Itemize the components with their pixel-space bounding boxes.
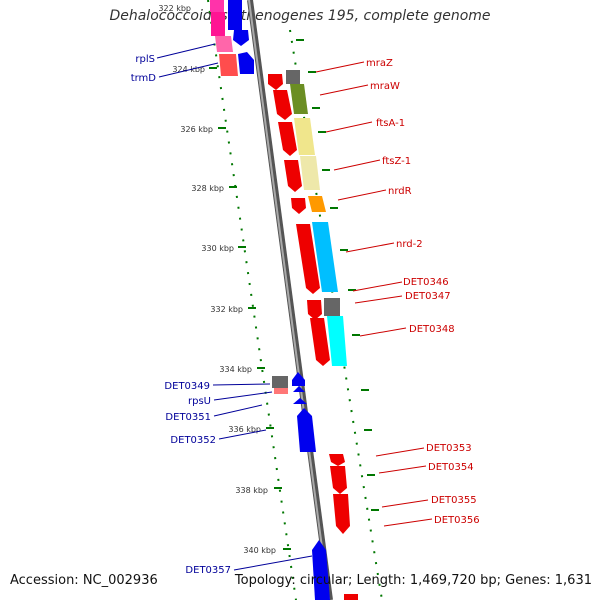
gene-arrow (296, 224, 320, 294)
genome-title: Dehalococcoides ethenogenes 195, complet… (109, 8, 491, 24)
gene-label-right: ftsA-1 (376, 118, 405, 129)
gene-label-right: DET0356 (434, 515, 480, 526)
gene-arrow (333, 494, 350, 534)
accession-text: Accession: NC_002936 (10, 573, 158, 588)
gene-arrow (293, 386, 305, 392)
scale-ticks: 322 kbp 324 kbp 326 kbp 328 kbp 330 kbp … (158, 4, 291, 555)
gene-label-right: DET0355 (431, 495, 477, 506)
gene-label-left: trmD (131, 73, 157, 84)
gene-label-left: DET0351 (165, 412, 211, 423)
gene-label-right: mraW (370, 81, 400, 92)
kbp-label: 328 kbp (191, 184, 224, 193)
kbp-label: 322 kbp (158, 4, 191, 13)
gene-arrow (312, 540, 330, 600)
gene-label-left: DET0357 (185, 565, 231, 576)
gene-arrow (310, 318, 330, 366)
gene-label-left: rpsU (188, 396, 211, 407)
right-labels: mraZ mraW ftsA-1 ftsZ-1 nrdR nrd-2 DET03… (366, 58, 480, 526)
kbp-label: 340 kbp (243, 546, 276, 555)
kbp-label: 336 kbp (228, 425, 261, 434)
kbp-label: 330 kbp (201, 244, 234, 253)
gene-label-right: DET0348 (409, 324, 455, 335)
gene-arrow (292, 372, 305, 386)
gene-label-right: DET0347 (405, 291, 451, 302)
right-track-ticks (296, 39, 379, 511)
gene-arrow (268, 74, 283, 90)
gene-arrow (307, 300, 322, 320)
gene-arrow (273, 90, 292, 120)
gene-label-left: DET0352 (170, 435, 216, 446)
colored-genes (286, 70, 347, 366)
right-leader-lines (315, 61, 433, 527)
gene-label-right: nrdR (388, 186, 412, 197)
reverse-genes (272, 372, 330, 600)
gene-label-left: DET0349 (164, 381, 210, 392)
gene-label-right: mraZ (366, 58, 393, 69)
gene-arrow (219, 54, 238, 76)
gene-label-right: DET0353 (426, 443, 472, 454)
kbp-label: 326 kbp (180, 125, 213, 134)
kbp-label: 332 kbp (210, 305, 243, 314)
gene-arrow (215, 36, 233, 52)
gene-label-right: ftsZ-1 (382, 156, 411, 167)
gene-arrow (278, 122, 297, 156)
gene-arrow (330, 466, 347, 494)
gene-arrow (284, 160, 302, 192)
kbp-label: 334 kbp (219, 365, 252, 374)
gene-label-left: rplS (135, 54, 155, 65)
gene-arrow (293, 398, 307, 404)
gene-arrow (329, 454, 345, 466)
topology-text: Topology: circular; Length: 1,469,720 bp… (234, 573, 592, 588)
gene-arrow (233, 30, 249, 46)
gene-arrow (291, 198, 306, 214)
gene-label-right: DET0346 (403, 277, 449, 288)
left-labels: rplS trmD DET0349 rpsU DET0351 DET0352 D… (131, 54, 231, 576)
gene-arrow (297, 408, 316, 452)
kbp-label: 338 kbp (235, 486, 268, 495)
forward-genes (268, 74, 358, 600)
gene-features-top (210, 0, 254, 76)
gene-label-right: nrd-2 (396, 239, 423, 250)
left-leader-lines (156, 43, 313, 571)
backbone-highlight (248, 0, 330, 600)
gene-arrow (238, 52, 254, 74)
gene-label-right: DET0354 (428, 462, 474, 473)
